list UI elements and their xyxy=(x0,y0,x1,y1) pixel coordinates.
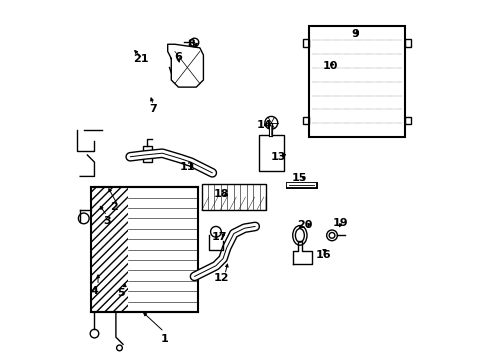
Text: 20: 20 xyxy=(297,220,312,230)
Text: 12: 12 xyxy=(213,273,228,283)
Text: 5: 5 xyxy=(117,288,125,297)
Bar xyxy=(405,117,410,124)
Text: 14: 14 xyxy=(256,120,271,130)
Text: 10: 10 xyxy=(322,61,337,71)
Text: 2: 2 xyxy=(110,202,118,212)
Text: 18: 18 xyxy=(213,189,228,199)
Bar xyxy=(258,135,283,171)
Text: 19: 19 xyxy=(332,218,348,228)
Text: 15: 15 xyxy=(292,173,307,183)
Text: 13: 13 xyxy=(270,152,285,162)
Bar xyxy=(303,117,308,124)
Text: 1: 1 xyxy=(160,334,168,344)
Text: 17: 17 xyxy=(211,232,227,242)
Text: 11: 11 xyxy=(179,162,195,172)
Bar xyxy=(405,40,410,46)
Bar xyxy=(142,146,151,162)
Bar xyxy=(303,40,308,46)
Text: 6: 6 xyxy=(174,52,182,62)
Text: 16: 16 xyxy=(315,250,330,260)
Text: 8: 8 xyxy=(186,39,194,49)
Text: 21: 21 xyxy=(133,54,148,64)
Text: 3: 3 xyxy=(103,216,111,226)
Text: 4: 4 xyxy=(90,286,98,296)
Bar xyxy=(91,187,198,312)
Bar xyxy=(201,184,265,210)
Bar xyxy=(91,187,128,312)
Text: 7: 7 xyxy=(149,104,157,113)
Text: 9: 9 xyxy=(350,28,359,39)
Bar xyxy=(308,26,405,137)
